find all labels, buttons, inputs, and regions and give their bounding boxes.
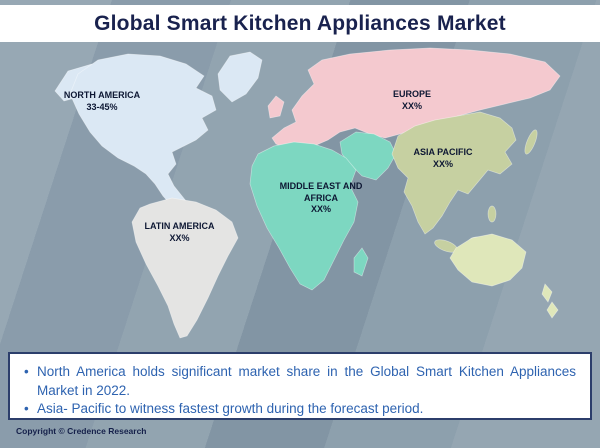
region-name: ASIA PACIFIC — [413, 147, 473, 157]
new-zealand-south-shape — [546, 301, 559, 319]
page-title: Global Smart Kitchen Appliances Market — [94, 11, 506, 35]
region-name: NORTH AMERICA — [63, 90, 141, 100]
region-label-europe: EUROPE XX% — [377, 89, 447, 112]
madagascar-shape — [353, 247, 369, 277]
region-share: XX% — [401, 100, 422, 111]
notes-list: North America holds significant market s… — [22, 363, 576, 419]
region-australia — [449, 233, 559, 319]
region-share: XX% — [432, 158, 453, 169]
greenland-shape — [217, 51, 263, 103]
japan-shape — [524, 129, 538, 155]
region-middle-east-africa — [249, 131, 397, 291]
south-america-shape — [131, 197, 239, 339]
region-name: LATIN AMERICA — [144, 221, 215, 231]
world-map-svg — [54, 47, 561, 339]
region-north-america — [54, 51, 263, 213]
africa-shape — [249, 141, 359, 291]
note-item: Asia- Pacific to witness fastest growth … — [22, 400, 576, 419]
region-share: XX% — [310, 204, 331, 215]
region-latin-america — [131, 197, 239, 339]
copyright: Copyright © Credence Research — [16, 426, 147, 436]
australia-shape — [449, 233, 527, 287]
region-share: XX% — [169, 232, 190, 243]
region-share: 33-45% — [86, 101, 118, 112]
region-name: EUROPE — [392, 89, 431, 99]
uk-shape — [267, 95, 285, 119]
north-america-shape — [69, 53, 217, 213]
notes-box: North America holds significant market s… — [8, 352, 592, 420]
region-label-latin-america: LATIN AMERICA XX% — [132, 221, 227, 244]
new-zealand-north-shape — [541, 283, 553, 303]
region-name: MIDDLE EAST AND AFRICA — [279, 181, 363, 203]
note-item: North America holds significant market s… — [22, 363, 576, 400]
region-label-north-america: NORTH AMERICA 33-45% — [52, 90, 152, 113]
title-banner: Global Smart Kitchen Appliances Market — [0, 5, 600, 42]
region-label-middle-east-africa: MIDDLE EAST AND AFRICA XX% — [262, 181, 380, 216]
philippines-shape — [487, 205, 497, 223]
asia-shape — [391, 111, 517, 235]
world-map: NORTH AMERICA 33-45% LATIN AMERICA XX% E… — [0, 46, 600, 346]
region-europe — [267, 47, 561, 151]
europe-russia-shape — [271, 47, 561, 151]
region-asia-pacific — [391, 111, 538, 253]
region-label-asia-pacific: ASIA PACIFIC XX% — [399, 147, 487, 170]
